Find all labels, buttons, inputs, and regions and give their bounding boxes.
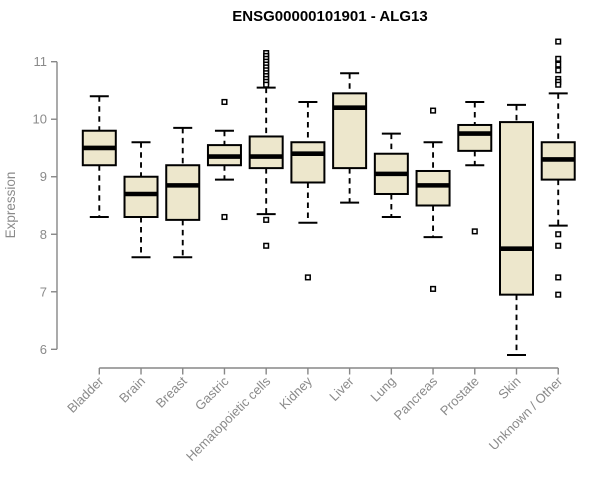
outlier-point — [430, 107, 437, 114]
y-tick-label: 10 — [33, 112, 47, 127]
x-tick-label: Gastric — [192, 373, 232, 413]
boxplot-box — [457, 123, 493, 152]
x-tick-label: Brain — [116, 374, 148, 406]
boxplot-box — [415, 169, 451, 207]
x-tick-label: Pancreas — [391, 373, 441, 423]
boxplot-box — [290, 141, 326, 184]
x-tick-label: Unknown / Other — [486, 373, 566, 453]
x-tick-label: Skin — [495, 374, 523, 402]
boxplot-box — [248, 135, 284, 170]
outlier-point — [555, 67, 562, 74]
outlier-point — [555, 242, 562, 249]
x-tick-label: Prostate — [437, 374, 482, 419]
boxplot-box — [499, 121, 534, 296]
x-tick-label: Liver — [326, 373, 357, 404]
outlier-point — [555, 231, 562, 238]
x-tick-label: Lung — [367, 374, 398, 405]
outlier-point — [430, 285, 437, 292]
outlier-point — [263, 216, 270, 223]
outlier-point — [555, 291, 562, 298]
x-tick-label: Kidney — [276, 373, 315, 412]
outlier-point — [555, 81, 562, 88]
outlier-point — [221, 98, 228, 106]
outlier-point — [555, 274, 562, 281]
y-tick-label: 8 — [40, 227, 47, 242]
chart-title: ENSG00000101901 - ALG13 — [232, 8, 427, 25]
y-tick-label: 6 — [40, 342, 47, 357]
outlier-point — [221, 213, 228, 221]
x-tick-label: Bladder — [64, 373, 107, 416]
outlier-point — [263, 242, 270, 249]
outlier-point — [471, 228, 478, 235]
x-tick-label: Breast — [153, 373, 190, 410]
boxplot-box — [165, 164, 201, 221]
outlier-point — [304, 274, 311, 281]
outlier-point — [555, 55, 562, 62]
y-axis-title: Expression — [3, 172, 18, 239]
y-tick-label: 9 — [40, 169, 47, 184]
outlier-point — [555, 61, 562, 68]
boxplot-box — [332, 92, 368, 170]
outlier-point — [555, 38, 562, 45]
y-tick-label: 7 — [40, 284, 47, 299]
boxplot-box — [123, 175, 159, 219]
y-tick-label: 11 — [34, 54, 48, 69]
outlier-point — [263, 81, 270, 88]
